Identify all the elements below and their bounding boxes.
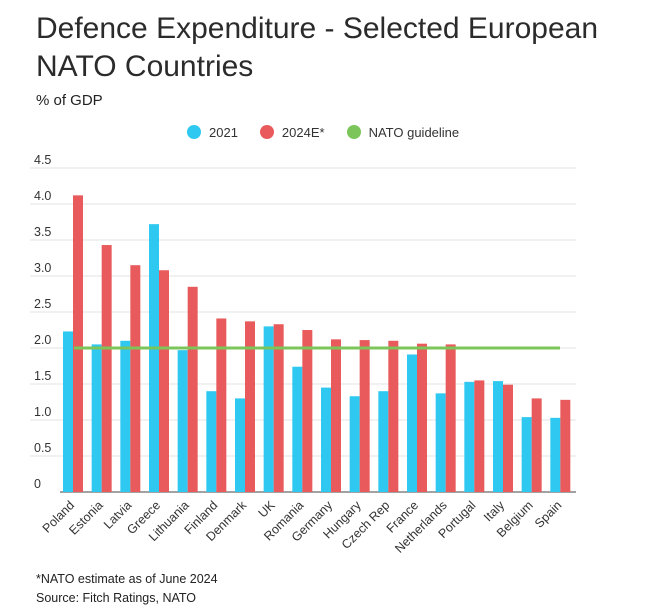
bar-2024e-czech-rep	[388, 340, 399, 492]
x-tick-label: Spain	[532, 498, 565, 531]
footnote: *NATO estimate as of June 2024	[36, 572, 218, 586]
y-tick-label: 3.5	[34, 225, 51, 239]
bar-2024e-portugal	[474, 380, 485, 492]
bar-2021-estonia	[91, 344, 102, 492]
legend-item-2024e[interactable]: 2024E*	[259, 124, 325, 140]
bar-2021-spain	[550, 417, 561, 492]
bar-2024e-uk	[273, 324, 284, 492]
legend-item-2021[interactable]: 2021	[187, 125, 238, 140]
y-tick-label: 0	[34, 477, 41, 491]
bar-2024e-netherlands	[445, 344, 456, 492]
bar-2024e-germany	[331, 339, 341, 492]
bar-2024e-spain	[560, 399, 571, 492]
legend: 2021 2024E* NATO guideline	[187, 122, 481, 142]
y-tick-label: 3.0	[34, 261, 51, 275]
bar-2024e-greece	[159, 270, 169, 492]
bar-2024e-latvia	[130, 265, 141, 492]
x-tick-label: UK	[256, 498, 279, 521]
chart-subtitle: % of GDP	[36, 92, 103, 109]
y-tick-label: 1.0	[34, 405, 51, 419]
bar-2021-czech-rep	[378, 391, 389, 492]
bar-2024e-belgium	[531, 398, 542, 492]
y-tick-label: 2.5	[34, 297, 51, 311]
bar-2021-germany	[321, 387, 331, 492]
bar-2024e-france	[417, 343, 427, 492]
bar-2024e-finland	[216, 318, 227, 492]
legend-swatch-nato-guideline	[346, 125, 361, 139]
y-tick-label: 2.0	[34, 333, 51, 347]
bar-2024e-italy	[503, 384, 513, 492]
bar-2021-uk	[263, 326, 274, 492]
bar-2021-greece	[149, 224, 159, 492]
bar-2024e-poland	[73, 195, 83, 493]
bar-2024e-romania	[302, 330, 313, 492]
y-tick-label: 0.5	[34, 441, 51, 455]
bar-2021-latvia	[120, 340, 131, 492]
y-tick-label: 4.5	[34, 153, 51, 167]
bar-2024e-estonia	[101, 245, 112, 492]
legend-label-nato-guideline: NATO guideline	[368, 124, 460, 140]
bar-2021-hungary	[349, 396, 360, 492]
legend-swatch-2024e	[259, 125, 274, 139]
chart-title: Defence Expenditure - Selected European …	[36, 12, 599, 83]
legend-item-nato-guideline[interactable]: NATO guideline	[346, 124, 460, 140]
bar-2021-finland	[206, 391, 217, 492]
source-note: Source: Fitch Ratings, NATO	[36, 591, 197, 605]
bar-2024e-hungary	[359, 340, 370, 492]
y-tick-label: 1.5	[34, 369, 51, 383]
bar-chart: 00.51.01.52.02.53.03.54.04.5PolandEstoni…	[30, 153, 576, 556]
bar-2021-poland	[63, 331, 73, 492]
bar-2021-lithuania	[177, 350, 188, 492]
bar-2021-denmark	[235, 398, 245, 492]
bar-2024e-denmark	[245, 321, 255, 492]
bar-2021-belgium	[521, 417, 532, 492]
y-tick-label: 4.0	[34, 189, 51, 203]
bar-2024e-lithuania	[187, 286, 198, 492]
bar-2021-netherlands	[435, 393, 446, 492]
legend-swatch-2021	[187, 125, 201, 139]
legend-label-2021: 2021	[209, 124, 238, 140]
bar-2021-romania	[292, 366, 303, 492]
bar-2021-italy	[493, 381, 503, 492]
legend-label-2024e: 2024E*	[281, 124, 325, 140]
bar-2021-france	[407, 354, 417, 492]
bar-2021-portugal	[464, 381, 475, 492]
